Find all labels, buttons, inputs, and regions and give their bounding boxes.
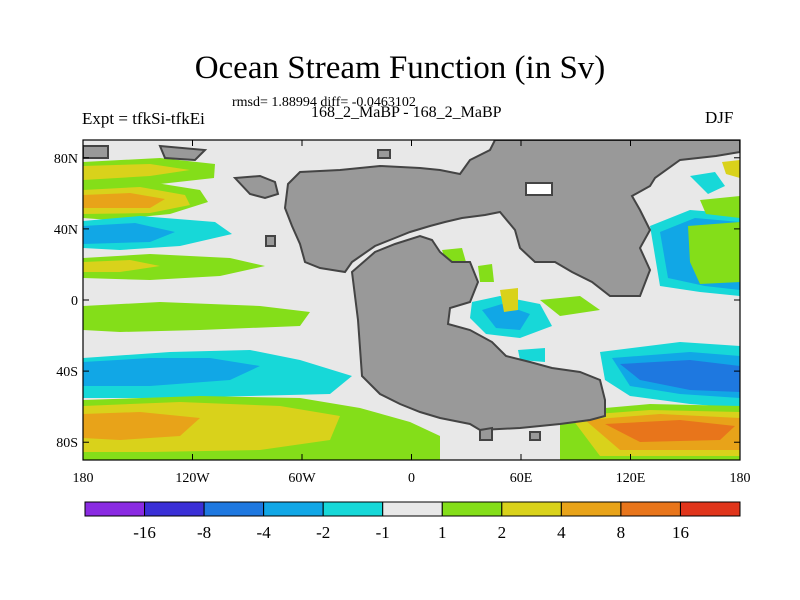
greenland-landmass xyxy=(232,174,280,200)
contour-band-negative-1 xyxy=(518,348,545,362)
colorbar-label: 1 xyxy=(438,523,447,542)
colorbar-label: 8 xyxy=(617,523,626,542)
y-tick-label: 80S xyxy=(56,436,78,451)
landmasses xyxy=(83,140,740,441)
colorbar-swatch xyxy=(679,501,741,517)
contour-band-positive-4 xyxy=(722,160,740,178)
colorbar-swatch xyxy=(203,501,265,517)
colorbar-label: -1 xyxy=(376,523,390,542)
colorbar-swatch xyxy=(441,501,503,517)
inland-lake xyxy=(525,182,553,196)
arctic-island xyxy=(158,144,208,162)
x-tick-label: 60E xyxy=(510,471,533,486)
island xyxy=(529,431,541,441)
colorbar-swatch xyxy=(263,501,324,517)
colorbar-label: -16 xyxy=(133,523,156,542)
colorbar-swatch xyxy=(322,501,384,517)
colorbar: -16 -8 -4 -2 -1 1 2 4 8 16 xyxy=(84,501,741,542)
x-axis: 180 120W 60W 0 60E 120E 180 xyxy=(73,140,751,486)
colorbar-label: 2 xyxy=(498,523,507,542)
colorbar-label: -8 xyxy=(197,523,211,542)
experiment-label: Expt = tfkSi-tfkEi xyxy=(82,109,205,128)
colorbar-swatch xyxy=(620,501,681,517)
y-tick-label: 40S xyxy=(56,365,78,380)
contour-band-positive-2 xyxy=(478,264,494,282)
center-label: 168_2_MaBP - 168_2_MaBP xyxy=(311,104,502,121)
colorbar-swatch xyxy=(560,501,622,517)
y-axis: 80N 40N 0 40S 80S xyxy=(54,152,740,451)
stream-function-contours xyxy=(83,158,740,460)
arctic-island xyxy=(83,145,109,159)
contour-band-positive-2 xyxy=(83,302,310,332)
colorbar-swatch xyxy=(144,501,205,517)
plot-title: Ocean Stream Function (in Sv) xyxy=(194,50,606,86)
contour-band-positive-2 xyxy=(688,222,740,284)
contour-band-negative-2 xyxy=(83,223,175,244)
colorbar-swatch xyxy=(382,501,443,517)
season-label: DJF xyxy=(705,108,734,127)
colorbar-label: -2 xyxy=(316,523,330,542)
contour-band-positive-8 xyxy=(83,193,165,208)
colorbar-swatch xyxy=(84,501,146,517)
contour-band-positive-2 xyxy=(700,196,740,218)
x-tick-label: 180 xyxy=(73,471,94,486)
x-tick-label: 60W xyxy=(288,471,316,486)
gondwana-landmass xyxy=(350,234,606,432)
laurasia-landmass xyxy=(283,140,740,297)
contour-band-positive-16 xyxy=(605,420,735,442)
colorbar-label: -4 xyxy=(257,523,272,542)
map-panel xyxy=(83,140,740,460)
y-tick-label: 40N xyxy=(54,223,78,238)
contour-band-negative-4 xyxy=(620,360,740,392)
x-tick-label: 120W xyxy=(175,471,210,486)
y-tick-label: 80N xyxy=(54,152,78,167)
contour-band-negative-2 xyxy=(482,304,530,330)
island xyxy=(377,149,391,159)
contour-band-positive-4 xyxy=(500,288,518,312)
island xyxy=(265,235,276,247)
contour-band-positive-8 xyxy=(83,412,200,440)
contour-band-positive-4 xyxy=(83,260,160,272)
contour-band-negative-1 xyxy=(690,172,725,194)
stats-line: rmsd= 1.88994 diff= -0.0463102 xyxy=(232,95,416,110)
colorbar-label: 4 xyxy=(557,523,566,542)
x-tick-label: 120E xyxy=(616,471,646,486)
x-tick-label: 0 xyxy=(408,471,415,486)
x-tick-label: 180 xyxy=(730,471,751,486)
colorbar-swatch xyxy=(501,501,562,517)
island xyxy=(479,426,493,441)
y-tick-label: 0 xyxy=(71,294,78,309)
colorbar-label: 16 xyxy=(672,523,689,542)
contour-band-positive-4 xyxy=(83,164,190,180)
contour-band-negative-2 xyxy=(83,358,260,386)
contour-band-positive-2 xyxy=(540,296,600,316)
